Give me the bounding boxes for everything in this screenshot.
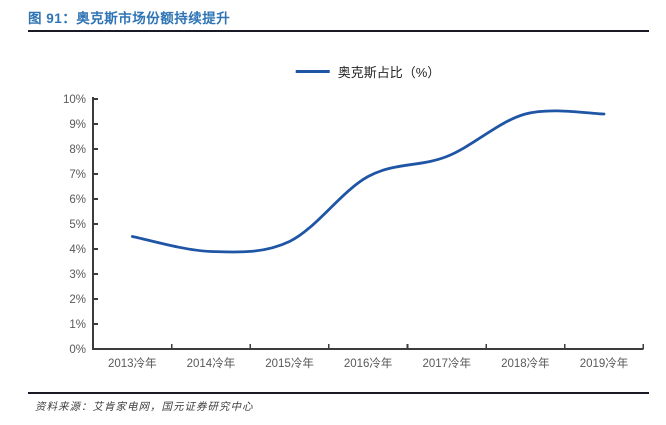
x-tick-label: 2018冷年 [501, 356, 550, 370]
x-tick-label: 2014冷年 [187, 356, 236, 370]
x-tick-label: 2017冷年 [422, 356, 471, 370]
y-tick-label: 3% [69, 269, 86, 281]
y-tick-label: 2% [69, 294, 86, 306]
source-divider [28, 392, 649, 394]
chart-legend: 奥克斯占比（%） [295, 62, 441, 81]
y-tick-label: 0% [69, 344, 86, 356]
x-tick-label: 2015冷年 [265, 356, 314, 370]
figure-title: 图 91：奥克斯市场份额持续提升 [28, 11, 231, 26]
y-tick-label: 9% [69, 119, 86, 131]
source-note: 资料来源：艾肯家电网，国元证券研究中心 [35, 402, 254, 413]
y-tick-label: 7% [69, 169, 86, 181]
y-tick-label: 1% [69, 319, 86, 331]
series-line-aux-share [130, 109, 606, 254]
x-tick-label: 2019冷年 [580, 356, 629, 370]
y-tick-label: 10% [63, 94, 86, 106]
title-divider [28, 30, 649, 32]
legend-line-swatch [295, 70, 330, 73]
legend-label: 奥克斯占比（%） [337, 65, 441, 80]
x-tick-label: 2016冷年 [344, 356, 393, 370]
y-tick-label: 8% [69, 144, 86, 156]
y-tick-label: 4% [69, 244, 86, 256]
x-tick-label: 2013冷年 [108, 356, 157, 370]
y-tick-label: 6% [69, 194, 86, 206]
y-tick-label: 5% [69, 219, 86, 231]
